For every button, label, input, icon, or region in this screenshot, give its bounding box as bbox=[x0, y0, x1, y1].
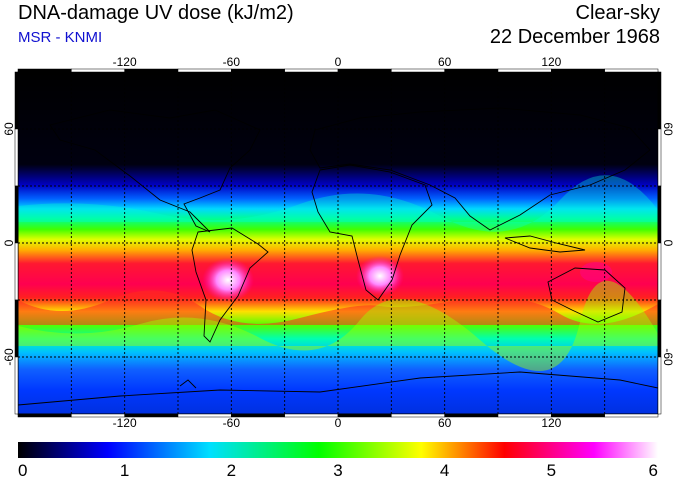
lat-tick-label: -60 bbox=[2, 348, 16, 366]
australia-coast bbox=[547, 267, 626, 323]
lon-tick-label: -60 bbox=[223, 416, 241, 430]
colorbar-tick-label: 2 bbox=[227, 461, 236, 480]
colorbar-tick-label: 1 bbox=[120, 461, 129, 480]
map-source-label: MSR - KNMI bbox=[18, 29, 103, 46]
frame-segment-top bbox=[17, 68, 72, 73]
colorbar-labels: 0 1 2 3 4 5 6 bbox=[18, 461, 658, 480]
south-america-coast bbox=[191, 227, 269, 343]
frame-segment-left bbox=[14, 356, 19, 415]
map-date-label: 22 December 1968 bbox=[489, 26, 660, 48]
frame-segment-top bbox=[124, 68, 179, 73]
sky-condition-label: Clear-sky bbox=[575, 2, 660, 24]
uv-hotspot-south-america bbox=[202, 258, 254, 302]
frame-segment-bottom bbox=[391, 413, 445, 418]
graticule bbox=[18, 72, 658, 414]
map-title: DNA-damage UV dose (kJ/m2) bbox=[18, 2, 294, 24]
lon-tick-label: 120 bbox=[541, 55, 561, 69]
lon-tick-label: 60 bbox=[438, 416, 452, 430]
frame-segment-left bbox=[14, 128, 19, 187]
lat-tick-label: -60 bbox=[661, 348, 675, 366]
frame-segment-bottom bbox=[444, 413, 499, 418]
uv-hotspot-australia bbox=[580, 262, 612, 282]
frame-segment-left bbox=[14, 185, 19, 244]
lat-labels-left: 60 0 -60 bbox=[2, 122, 16, 366]
frame-segment-right bbox=[657, 356, 662, 415]
uv-hotspot-southern-africa bbox=[356, 256, 404, 296]
lat-labels-right: 60 0 -60 bbox=[661, 122, 675, 366]
lon-tick-label: -120 bbox=[113, 416, 137, 430]
map-frame-scale bbox=[14, 68, 662, 418]
colorbar-tick-label: 0 bbox=[18, 461, 27, 480]
antarctic-peninsula-coast bbox=[179, 379, 197, 389]
frame-segment-bottom bbox=[604, 413, 659, 418]
frame-segment-right bbox=[657, 128, 662, 187]
frame-segment-bottom bbox=[337, 413, 392, 418]
frame-segment-top bbox=[604, 68, 659, 73]
north-america-coast bbox=[49, 109, 261, 233]
frame-segment-bottom bbox=[17, 413, 72, 418]
lon-labels-bottom: -120 -60 0 60 120 bbox=[113, 416, 562, 430]
frame-segment-top bbox=[391, 68, 445, 73]
lon-tick-label: 0 bbox=[335, 416, 342, 430]
frame-segment-right bbox=[657, 242, 662, 301]
lon-tick-label: 60 bbox=[438, 55, 452, 69]
frame-segment-top bbox=[284, 68, 339, 73]
lat-tick-label: 60 bbox=[661, 122, 675, 136]
colorbar-tick-label: 6 bbox=[649, 461, 658, 480]
frame-segment-bottom bbox=[284, 413, 339, 418]
maritime-continent-coast bbox=[504, 235, 586, 253]
africa-coast bbox=[311, 164, 433, 301]
frame-segment-top bbox=[177, 68, 232, 73]
frame-segment-top bbox=[551, 68, 605, 73]
frame-segment-right bbox=[657, 71, 662, 130]
frame-segment-top bbox=[444, 68, 499, 73]
frame-segment-right bbox=[657, 185, 662, 244]
coastlines bbox=[18, 107, 658, 406]
lat-tick-label: 0 bbox=[661, 240, 675, 247]
lat-tick-label: 60 bbox=[2, 122, 16, 136]
frame-segment-right bbox=[657, 299, 662, 358]
lon-tick-label: -60 bbox=[223, 55, 241, 69]
lon-tick-label: 0 bbox=[335, 55, 342, 69]
colorbar-tick-label: 4 bbox=[440, 461, 449, 480]
lon-tick-label: 120 bbox=[541, 416, 561, 430]
frame-segment-top bbox=[231, 68, 285, 73]
lat-tick-label: 0 bbox=[2, 239, 16, 246]
colorbar-tick-label: 3 bbox=[333, 461, 342, 480]
lon-labels-top: -120 -60 0 60 120 bbox=[113, 55, 562, 69]
colorbar-tick-label: 5 bbox=[547, 461, 556, 480]
frame-segment-top bbox=[71, 68, 125, 73]
lon-tick-label: -120 bbox=[113, 55, 137, 69]
frame-segment-top bbox=[337, 68, 392, 73]
colorbar bbox=[18, 442, 658, 458]
antarctica-coast bbox=[18, 371, 658, 406]
frame-segment-left bbox=[14, 71, 19, 130]
eurasia-coast bbox=[309, 107, 651, 231]
frame-segment-top bbox=[497, 68, 552, 73]
frame-segment-left bbox=[14, 242, 19, 301]
